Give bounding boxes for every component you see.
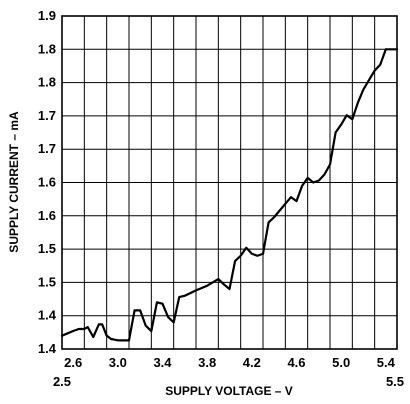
y-tick-label: 1.7 bbox=[38, 108, 56, 123]
x-axis-end-label: 5.5 bbox=[386, 374, 404, 389]
plot-frame bbox=[61, 15, 398, 350]
y-tick-labels: 1.4 1.4 1.5 1.5 1.6 1.6 1.7 1.7 1.8 1.8 1.9 bbox=[38, 8, 57, 356]
x-tick-label: 4.2 bbox=[243, 355, 261, 370]
x-tick-label: 5.4 bbox=[377, 355, 396, 370]
y-tick-label: 1.5 bbox=[38, 241, 56, 256]
x-tick-label: 2.6 bbox=[64, 355, 82, 370]
x-axis-start-label: 2.5 bbox=[53, 374, 71, 389]
x-tick-labels: 2.6 3.0 3.4 3.8 4.2 4.6 5.0 5.4 2.5 5.5 bbox=[53, 355, 404, 389]
x-tick-label: 5.0 bbox=[332, 355, 350, 370]
x-tick-label: 3.8 bbox=[198, 355, 216, 370]
y-tick-label: 1.6 bbox=[38, 208, 56, 223]
y-tick-label: 1.7 bbox=[38, 141, 56, 156]
y-tick-label: 1.8 bbox=[38, 41, 56, 56]
y-axis-label: SUPPLY CURRENT – mA bbox=[7, 111, 21, 253]
supply-current-line bbox=[60, 48, 399, 342]
x-tick-label: 3.4 bbox=[153, 355, 172, 370]
y-tick-label: 1.4 bbox=[38, 308, 57, 323]
y-tick-label: 1.6 bbox=[38, 175, 56, 190]
y-tick-label: 1.5 bbox=[38, 274, 56, 289]
x-tick-label: 4.6 bbox=[287, 355, 305, 370]
x-tick-label: 3.0 bbox=[109, 355, 127, 370]
y-tick-label: 1.8 bbox=[38, 75, 56, 90]
y-tick-label: 1.4 bbox=[38, 341, 57, 356]
x-axis-label: SUPPLY VOLTAGE – V bbox=[165, 384, 293, 398]
y-tick-label: 1.9 bbox=[38, 8, 56, 23]
grid bbox=[61, 15, 398, 350]
